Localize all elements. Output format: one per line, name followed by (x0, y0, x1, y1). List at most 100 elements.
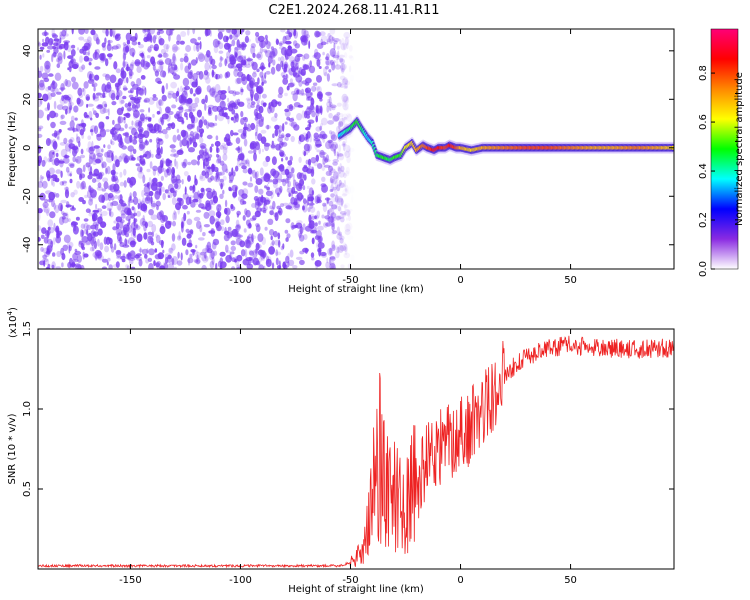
noise-blob (247, 162, 250, 167)
noise-blob (215, 135, 219, 141)
noise-blob (116, 85, 119, 93)
noise-blob (225, 244, 229, 253)
noise-blob (285, 133, 291, 138)
noise-blob (82, 48, 87, 56)
noise-blob (125, 224, 133, 234)
noise-blob (82, 87, 86, 97)
noise-blob (285, 73, 288, 79)
noise-blob (178, 231, 181, 240)
noise-blob (103, 144, 106, 149)
noise-blob (315, 143, 322, 147)
noise-blob (83, 253, 89, 258)
noise-blob (229, 54, 235, 62)
noise-blob (142, 204, 147, 209)
noise-blob (209, 30, 212, 37)
noise-blob (283, 264, 288, 269)
noise-blob (236, 39, 240, 48)
noise-blob (307, 165, 313, 174)
noise-blob (129, 62, 135, 67)
noise-blob (208, 230, 216, 234)
noise-blob (107, 53, 113, 58)
noise-blob (303, 234, 308, 240)
noise-blob (282, 243, 285, 250)
noise-blob (271, 156, 277, 166)
noise-blob (45, 36, 50, 45)
noise-blob (158, 38, 165, 46)
noise-blob (287, 253, 290, 261)
noise-blob (128, 199, 135, 203)
noise-blob (115, 159, 120, 168)
noise-blob (112, 29, 117, 37)
noise-blob (83, 81, 89, 89)
noise-blob (264, 226, 268, 231)
noise-blob (336, 102, 342, 107)
noise-blob (52, 140, 58, 150)
noise-blob (180, 148, 183, 154)
noise-blob (271, 140, 274, 145)
noise-blob (135, 122, 141, 127)
noise-blob (212, 122, 218, 126)
noise-blob (123, 180, 127, 188)
noise-blob (122, 204, 129, 213)
noise-blob (129, 250, 136, 260)
noise-blob (318, 247, 322, 257)
noise-blob (315, 105, 322, 114)
noise-blob (129, 47, 136, 57)
noise-blob (332, 61, 335, 68)
noise-blob (129, 240, 136, 248)
snr-multiplier-base: (x10 (8, 315, 19, 338)
noise-blob (159, 265, 166, 269)
noise-blob (330, 260, 335, 269)
noise-blob (152, 96, 159, 102)
noise-blob (336, 151, 339, 160)
noise-blob (211, 257, 215, 265)
noise-blob (86, 103, 89, 108)
noise-blob (205, 121, 210, 129)
noise-blob (47, 85, 52, 91)
noise-blob (341, 67, 345, 74)
noise-blob (255, 86, 263, 94)
noise-blob (161, 94, 167, 102)
noise-blob (94, 49, 97, 59)
noise-blob (241, 165, 247, 170)
noise-blob (143, 232, 148, 240)
noise-blob (113, 220, 117, 224)
noise-blob (92, 213, 96, 222)
noise-blob (175, 202, 182, 211)
noise-blob (301, 36, 308, 46)
noise-blob (123, 52, 127, 61)
snr-multiplier-exp: 4 (6, 310, 14, 315)
noise-blob (241, 61, 247, 68)
noise-blob (343, 116, 348, 120)
noise-blob (244, 55, 246, 62)
noise-blob (115, 222, 120, 230)
noise-blob (42, 254, 47, 260)
noise-blob (334, 180, 339, 189)
noise-blob (342, 242, 347, 251)
noise-blob (57, 136, 60, 141)
noise-blob (131, 206, 135, 211)
noise-blob (220, 183, 223, 190)
noise-blob (172, 92, 178, 99)
noise-blob (329, 178, 333, 184)
noise-blob (256, 51, 263, 61)
noise-blob (160, 223, 165, 230)
noise-blob (349, 65, 352, 73)
noise-blob (43, 236, 49, 244)
noise-blob (153, 260, 156, 267)
noise-blob (190, 201, 196, 208)
noise-blob (177, 106, 184, 110)
noise-blob (171, 104, 177, 109)
noise-blob (110, 139, 113, 145)
noise-blob (331, 106, 336, 111)
noise-blob (269, 229, 275, 236)
snr-x-axis: -150 -100 -50 0 50 (119, 329, 577, 586)
noise-blob (53, 100, 57, 110)
noise-blob (283, 63, 290, 73)
noise-blob (330, 220, 335, 228)
noise-blob (254, 198, 260, 206)
noise-blob (69, 257, 73, 266)
noise-blob (103, 88, 108, 95)
noise-blob (298, 134, 305, 143)
